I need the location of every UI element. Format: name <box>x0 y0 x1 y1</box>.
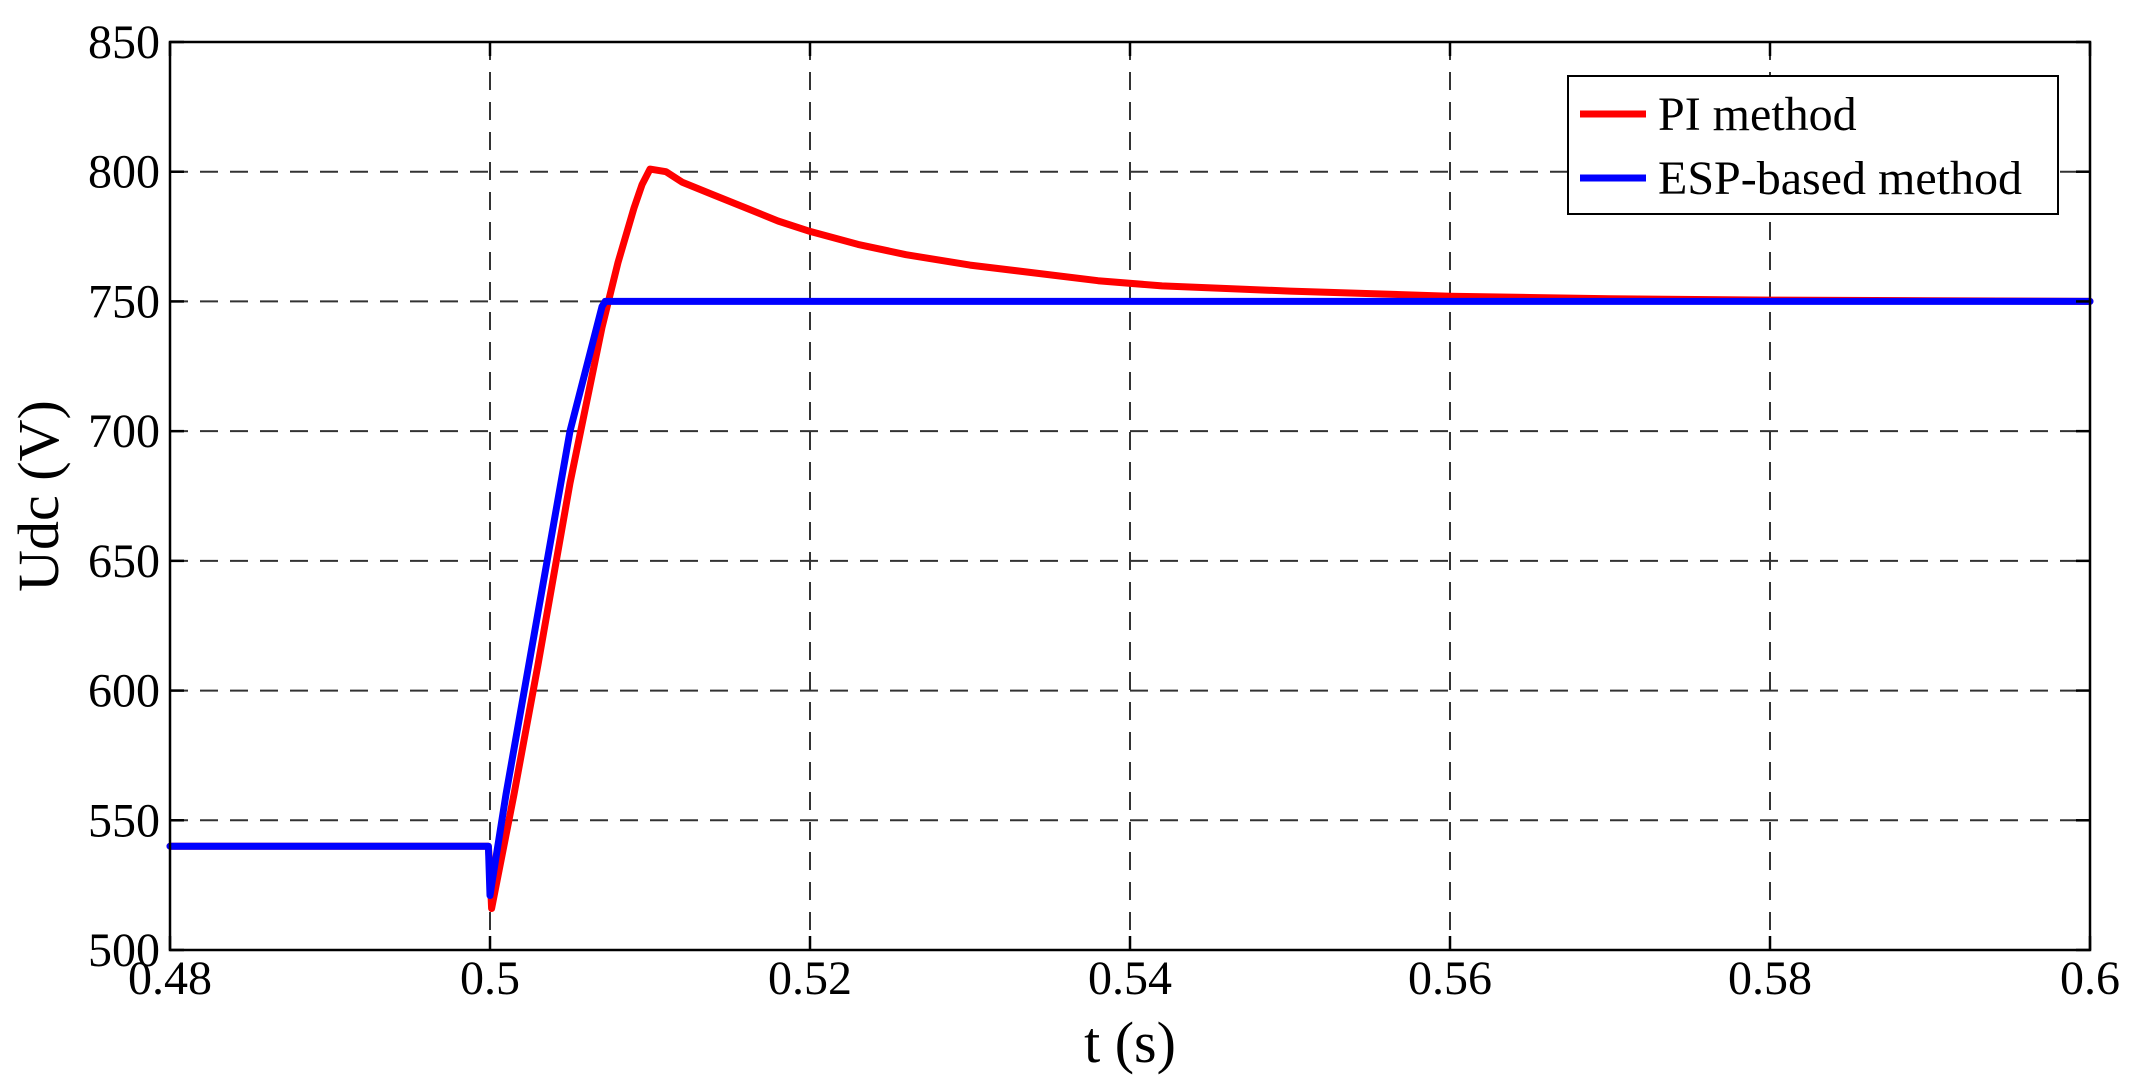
x-tick-label: 0.56 <box>1408 952 1492 1005</box>
y-tick-label: 600 <box>88 665 160 718</box>
y-tick-label: 850 <box>88 16 160 69</box>
y-tick-label: 550 <box>88 794 160 847</box>
y-tick-label: 800 <box>88 146 160 199</box>
plot-area <box>166 165 2094 912</box>
y-tick-label: 500 <box>88 924 160 977</box>
y-tick-label: 750 <box>88 275 160 328</box>
axes: 0.48 0.5 0.52 0.54 0.56 0.58 0.6 500 550 600 650 70… <box>88 16 2120 1005</box>
legend: PI method ESP-based method <box>1567 75 2059 215</box>
legend-label-2: ESP-based method <box>1658 152 2022 205</box>
x-tick-label: 0.54 <box>1088 952 1172 1005</box>
x-tick-label: 0.52 <box>768 952 852 1005</box>
series-line-2 <box>166 297 2094 899</box>
x-axis-title: t (s) <box>1084 1010 1176 1075</box>
y-axis-title: Udc (V) <box>6 400 71 592</box>
x-tick-label: 0.58 <box>1728 952 1812 1005</box>
x-tick-label: 0.48 <box>128 952 212 1005</box>
x-tick-label: 0.6 <box>2060 952 2120 1005</box>
x-tick-label: 0.5 <box>460 952 520 1005</box>
series-line-1 <box>166 165 2094 912</box>
legend-label-1: PI method <box>1658 88 1857 141</box>
legend-box <box>1567 75 2059 215</box>
y-tick-label: 700 <box>88 405 160 458</box>
y-tick-label: 650 <box>88 535 160 588</box>
